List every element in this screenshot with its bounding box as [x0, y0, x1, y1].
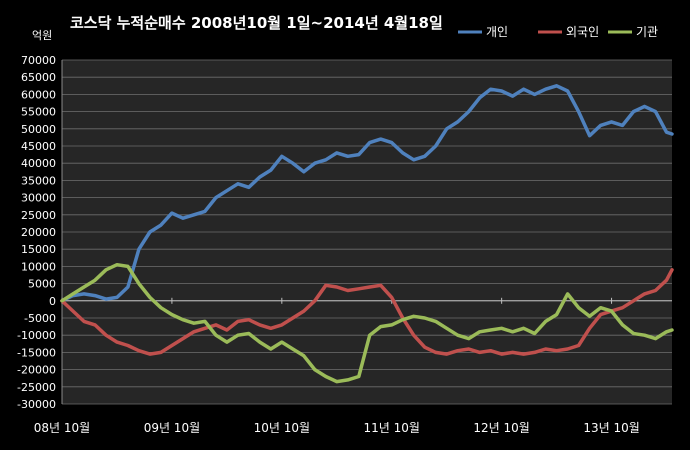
y-tick-label: 15000: [21, 243, 56, 256]
legend-label: 개인: [486, 25, 508, 39]
y-tick-label: 0: [49, 295, 56, 308]
y-tick-label: -10000: [17, 329, 56, 342]
axes: 7000065000600005500050000450004000035000…: [17, 54, 672, 435]
x-tick-label: 09년 10월: [144, 421, 200, 435]
series-lines: [60, 84, 674, 384]
x-tick-label: 12년 10월: [473, 421, 529, 435]
gridlines: [62, 59, 672, 405]
y-tick-label: -20000: [17, 364, 56, 377]
y-tick-label: 60000: [21, 88, 56, 101]
y-tick-label: 20000: [21, 226, 56, 239]
y-tick-label: 55000: [21, 106, 56, 119]
y-tick-label: 50000: [21, 123, 56, 136]
chart-title: 코스닥 누적순매수 2008년10월 1일~2014년 4월18일: [70, 14, 443, 32]
y-tick-label: 5000: [28, 278, 56, 291]
x-tick-label: 10년 10월: [254, 421, 310, 435]
series-line-3: [60, 262, 674, 384]
y-tick-label: -30000: [17, 398, 56, 411]
legend-label: 외국인: [566, 25, 599, 39]
x-tick-label: 13년 10월: [583, 421, 639, 435]
legend: 개인 외국인 기관: [458, 25, 658, 39]
y-tick-label: 40000: [21, 157, 56, 170]
y-tick-label: -5000: [24, 312, 56, 325]
y-tick-label: 70000: [21, 54, 56, 67]
y-tick-label: 65000: [21, 71, 56, 84]
x-tick-label: 08년 10월: [34, 421, 90, 435]
y-tick-label: 30000: [21, 192, 56, 205]
y-axis-label: 억원: [32, 29, 52, 42]
y-tick-label: 25000: [21, 209, 56, 222]
legend-label: 기관: [636, 25, 658, 39]
series-line-1: [60, 84, 674, 303]
y-tick-label: -25000: [17, 381, 56, 394]
x-tick-label: 11년 10월: [364, 421, 420, 435]
y-tick-label: 35000: [21, 174, 56, 187]
y-tick-label: -15000: [17, 346, 56, 359]
y-tick-label: 45000: [21, 140, 56, 153]
series-line-2: [60, 268, 674, 356]
y-tick-label: 10000: [21, 260, 56, 273]
